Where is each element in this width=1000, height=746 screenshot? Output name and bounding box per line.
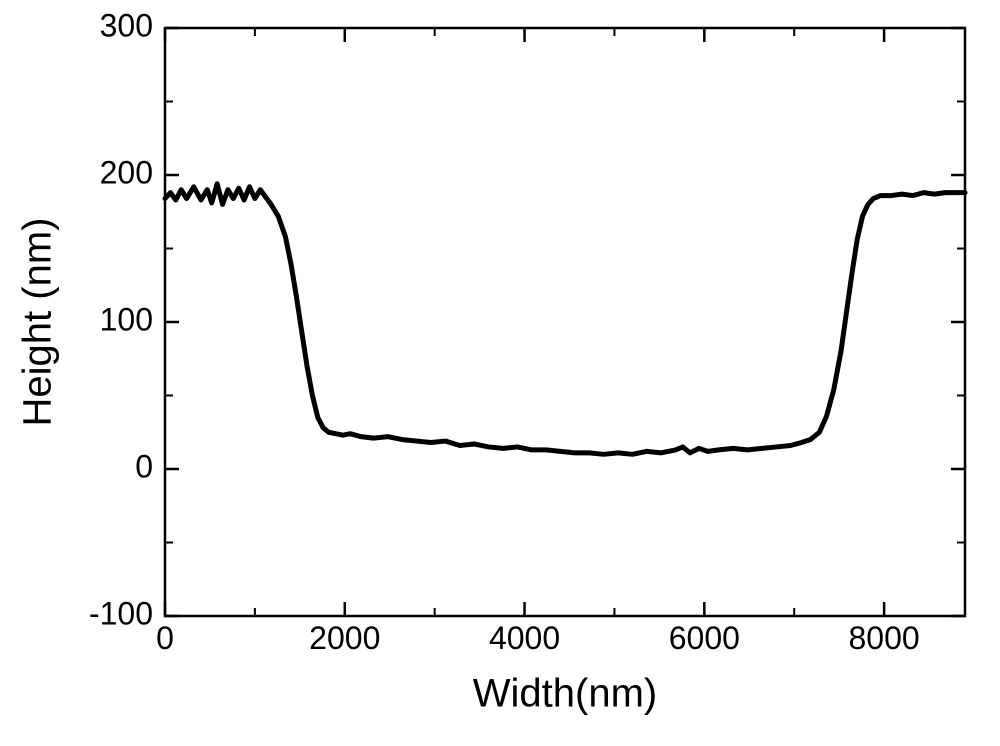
profile-series xyxy=(165,184,965,454)
x-axis-title: Width(nm) xyxy=(473,672,657,716)
y-tick-label: 300 xyxy=(100,7,153,43)
x-tick-label: 8000 xyxy=(849,620,920,656)
profile-chart: 02000400060008000-1000100200300Width(nm)… xyxy=(0,0,1000,746)
chart-svg: 02000400060008000-1000100200300Width(nm)… xyxy=(0,0,1000,746)
x-tick-label: 0 xyxy=(156,620,174,656)
x-tick-label: 4000 xyxy=(489,620,560,656)
y-tick-label: -100 xyxy=(89,595,153,631)
x-tick-label: 6000 xyxy=(669,620,740,656)
x-tick-label: 2000 xyxy=(309,620,380,656)
y-axis-title: Height (nm) xyxy=(16,218,60,427)
y-tick-label: 0 xyxy=(135,448,153,484)
y-tick-label: 100 xyxy=(100,301,153,337)
y-tick-label: 200 xyxy=(100,154,153,190)
